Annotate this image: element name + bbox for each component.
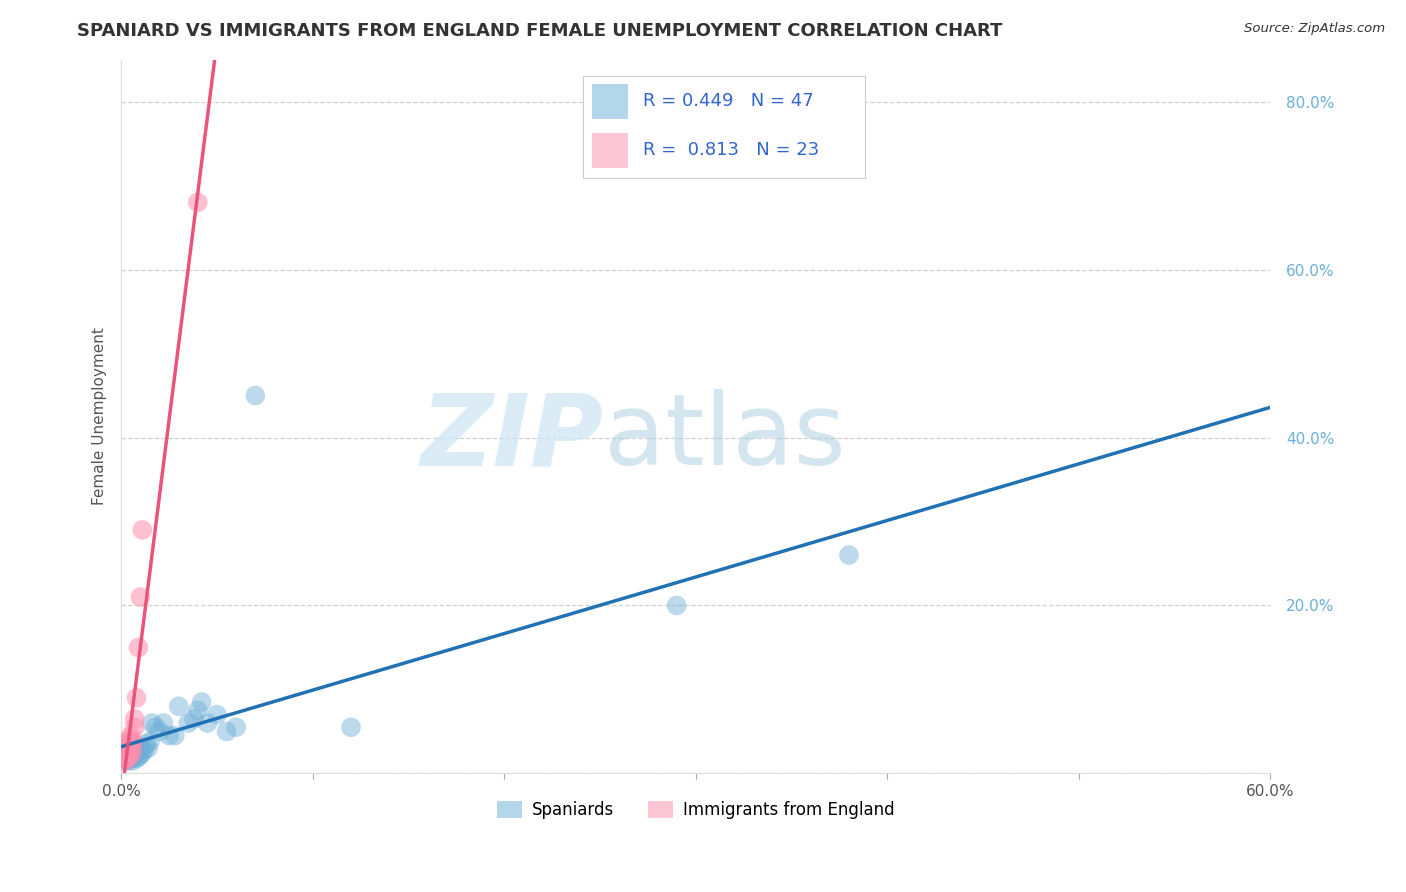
Point: [112, 749, 135, 764]
Point: [197, 716, 219, 731]
Point: [190, 695, 212, 709]
Point: [120, 751, 142, 765]
Point: [145, 720, 167, 734]
Point: [124, 741, 146, 756]
Point: [112, 751, 135, 765]
Point: [115, 751, 138, 765]
Point: [120, 729, 142, 743]
Point: [118, 754, 141, 768]
Point: [118, 749, 141, 764]
Point: [187, 195, 209, 210]
Point: [177, 716, 200, 731]
Point: [215, 724, 238, 739]
Point: [183, 712, 205, 726]
Point: [148, 724, 170, 739]
Legend: Spaniards, Immigrants from England: Spaniards, Immigrants from England: [491, 794, 901, 826]
Point: [665, 599, 688, 613]
Point: [139, 734, 162, 748]
Point: [118, 743, 141, 757]
Point: [115, 746, 138, 760]
Point: [114, 747, 136, 762]
Text: SPANIARD VS IMMIGRANTS FROM ENGLAND FEMALE UNEMPLOYMENT CORRELATION CHART: SPANIARD VS IMMIGRANTS FROM ENGLAND FEMA…: [77, 22, 1002, 40]
Point: [131, 746, 153, 760]
Point: [205, 707, 228, 722]
Point: [127, 749, 149, 764]
Point: [129, 590, 152, 604]
Point: [141, 716, 163, 731]
Text: atlas: atlas: [603, 390, 845, 486]
Point: [118, 732, 141, 747]
Point: [157, 729, 180, 743]
Point: [120, 746, 142, 760]
Text: Source: ZipAtlas.com: Source: ZipAtlas.com: [1244, 22, 1385, 36]
Point: [118, 741, 141, 756]
Point: [127, 743, 149, 757]
Point: [135, 737, 157, 751]
Point: [134, 743, 156, 757]
Point: [121, 746, 143, 760]
Point: [115, 737, 138, 751]
Point: [136, 741, 159, 756]
Point: [121, 743, 143, 757]
Point: [125, 746, 148, 760]
Point: [114, 754, 136, 768]
Point: [121, 749, 143, 764]
Point: [115, 747, 138, 762]
Point: [120, 747, 142, 762]
Text: ZIP: ZIP: [420, 390, 603, 486]
Point: [115, 741, 138, 756]
Point: [120, 737, 142, 751]
Point: [124, 747, 146, 762]
Point: [163, 729, 186, 743]
Point: [112, 746, 135, 760]
Point: [245, 388, 267, 402]
Text: R =  0.813   N = 23: R = 0.813 N = 23: [643, 141, 818, 159]
Point: [125, 751, 148, 765]
Text: R = 0.449   N = 47: R = 0.449 N = 47: [643, 93, 813, 111]
Point: [114, 746, 136, 760]
Point: [129, 741, 152, 756]
Point: [131, 523, 153, 537]
Point: [124, 720, 146, 734]
Point: [127, 640, 149, 655]
Point: [114, 741, 136, 756]
Point: [114, 754, 136, 768]
Point: [838, 548, 860, 562]
Point: [121, 734, 143, 748]
Point: [125, 690, 148, 705]
Point: [120, 739, 142, 754]
Point: [121, 754, 143, 768]
Bar: [592, 133, 628, 168]
Point: [115, 751, 138, 765]
Point: [167, 699, 190, 714]
Y-axis label: Female Unemployment: Female Unemployment: [93, 327, 107, 506]
Point: [124, 712, 146, 726]
Bar: [592, 84, 628, 119]
Point: [152, 716, 174, 731]
Point: [129, 747, 152, 762]
Point: [225, 720, 247, 734]
Point: [118, 749, 141, 764]
Point: [187, 703, 209, 717]
Point: [340, 720, 363, 734]
